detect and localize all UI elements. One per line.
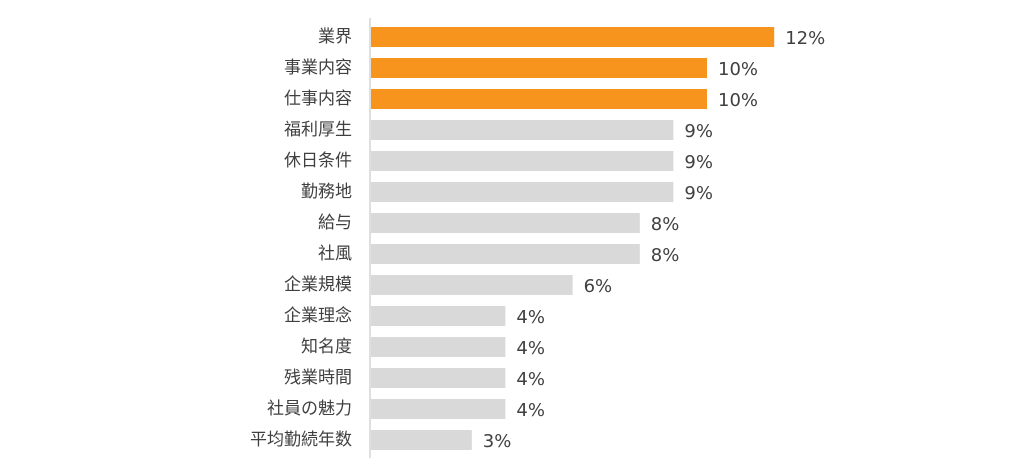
bar	[371, 120, 674, 140]
value-label: 12%	[785, 28, 825, 49]
value-label: 9%	[684, 121, 713, 142]
bar	[371, 430, 472, 450]
bar	[371, 399, 506, 419]
value-label: 10%	[718, 59, 758, 80]
category-label: 福利厚生	[284, 120, 352, 140]
value-label: 4%	[516, 369, 545, 390]
value-label: 6%	[584, 276, 613, 297]
bar	[371, 337, 506, 357]
category-label: 残業時間	[284, 368, 352, 388]
bar	[371, 151, 674, 171]
value-label: 10%	[718, 90, 758, 111]
value-label: 3%	[483, 431, 512, 452]
bar	[371, 306, 506, 326]
category-label: 社員の魅力	[267, 399, 352, 419]
bar	[371, 368, 506, 388]
bar	[371, 27, 775, 47]
bar	[371, 213, 640, 233]
value-label: 9%	[684, 152, 713, 173]
category-label: 休日条件	[284, 151, 352, 171]
value-label: 4%	[516, 400, 545, 421]
bar	[371, 182, 674, 202]
bar	[371, 244, 640, 264]
category-label: 企業理念	[284, 305, 352, 326]
value-label: 4%	[516, 307, 545, 328]
category-label: 知名度	[301, 337, 352, 357]
category-label: 平均勤続年数	[250, 430, 352, 450]
bar	[371, 58, 707, 78]
bar	[371, 89, 707, 109]
category-label: 企業規模	[284, 275, 352, 295]
value-label: 8%	[651, 245, 680, 266]
category-label: 事業内容	[284, 58, 352, 78]
value-label: 9%	[684, 183, 713, 204]
value-label: 4%	[516, 338, 545, 359]
category-label: 勤務地	[301, 182, 352, 202]
category-label: 業界	[318, 27, 352, 47]
category-label: 給与	[318, 213, 352, 233]
category-label: 社風	[318, 244, 352, 264]
value-label: 8%	[651, 214, 680, 235]
category-label: 仕事内容	[284, 89, 352, 109]
bar	[371, 275, 573, 295]
